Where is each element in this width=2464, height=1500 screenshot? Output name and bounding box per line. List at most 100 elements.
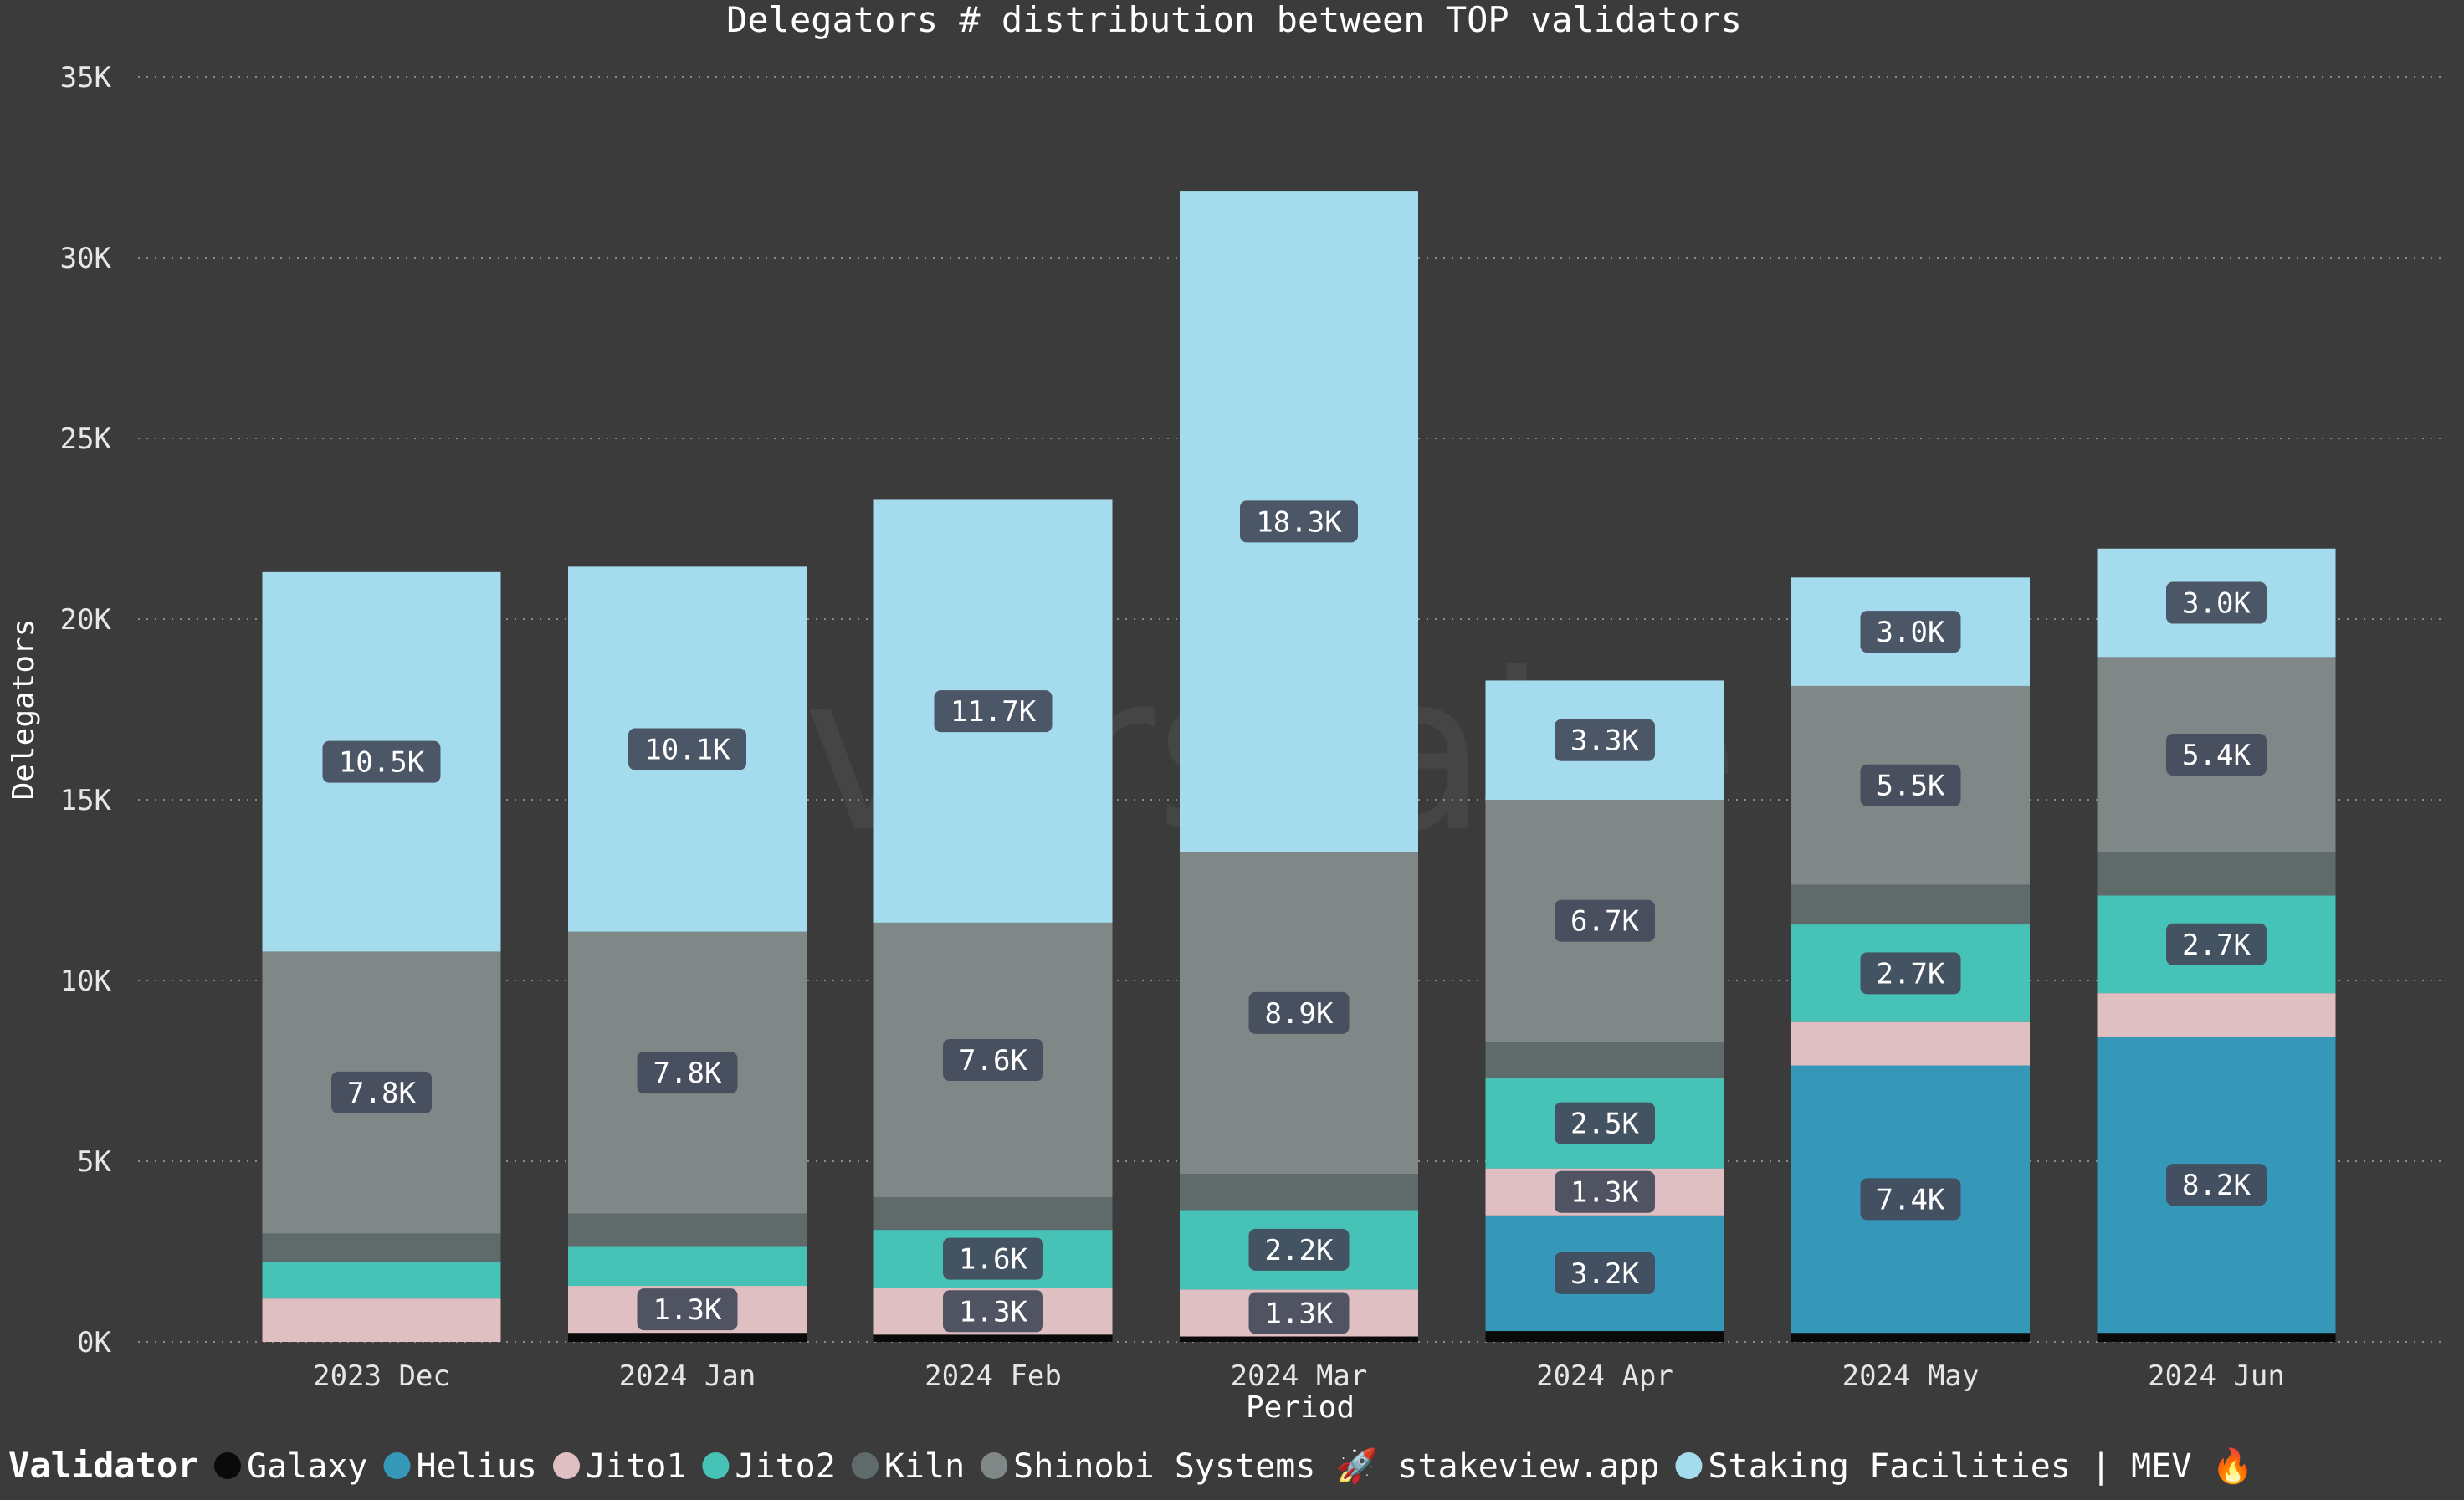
data-label-box: [637, 1052, 738, 1094]
legend-item: Jito2: [735, 1447, 835, 1486]
y-axis-title: Delegators: [7, 619, 41, 801]
legend-item: Kiln: [884, 1447, 965, 1486]
data-label-box: [1240, 500, 1358, 543]
data-label: 1.3K: [1570, 1176, 1639, 1210]
bar-segment: [1180, 1174, 1418, 1211]
data-label: 6.7K: [1570, 905, 1639, 939]
bar-segment: [262, 1298, 501, 1342]
data-label: 3.0K: [1877, 616, 1945, 649]
data-label: 7.4K: [1877, 1183, 1945, 1216]
x-tick-label: 2024 Feb: [925, 1359, 1062, 1393]
bar-segment: [2097, 993, 2336, 1037]
legend-swatch: [214, 1452, 241, 1479]
data-label: 1.3K: [653, 1293, 722, 1327]
legend-item: Jito1: [586, 1447, 686, 1486]
legend-item: Helius: [417, 1447, 538, 1486]
legend-item: Galaxy: [247, 1447, 368, 1486]
data-label-box: [2166, 581, 2267, 624]
x-tick-label: 2024 Apr: [1536, 1359, 1673, 1393]
bars: [262, 191, 2336, 1342]
legend-swatch: [383, 1452, 411, 1479]
data-label-box: [637, 1288, 738, 1331]
data-label-box: [943, 1039, 1043, 1082]
data-label-box: [1860, 611, 1961, 653]
data-label-box: [1860, 1178, 1961, 1221]
legend-swatch: [851, 1452, 879, 1479]
bar-segment: [1791, 884, 2030, 925]
x-tick-label: 2023 Dec: [313, 1359, 450, 1393]
data-label: 3.3K: [1570, 724, 1639, 758]
data-label: 18.3K: [1256, 505, 1342, 539]
bar-segment: [1485, 1042, 1724, 1078]
data-label-box: [1555, 899, 1655, 942]
data-label-box: [943, 1290, 1043, 1333]
data-label: 8.9K: [1265, 997, 1334, 1031]
bar-segment: [568, 1213, 807, 1247]
y-tick-label: 10K: [60, 965, 112, 998]
chart-title: Delegators # distribution between TOP va…: [726, 0, 1742, 40]
data-label-box: [1860, 952, 1961, 995]
data-label-box: [943, 1237, 1043, 1280]
bar-segment: [1180, 1336, 1418, 1342]
legend-swatch: [553, 1452, 580, 1479]
bar-segment: [262, 1233, 501, 1262]
data-label: 3.2K: [1570, 1257, 1639, 1291]
legend-item: Staking Facilities | MEV 🔥: [1708, 1446, 2253, 1486]
bar-segment: [873, 1197, 1113, 1231]
legend-swatch: [981, 1452, 1008, 1479]
data-label-box: [1248, 1228, 1350, 1271]
legend: Validator Galaxy Helius Jito1 Jito2 Kiln Shino…: [8, 1445, 2253, 1486]
data-label-box: [1860, 764, 1961, 806]
y-tick-label: 15K: [60, 784, 112, 817]
data-label-box: [1555, 1170, 1655, 1213]
data-label-box: [322, 740, 441, 783]
bar-segment: [2097, 1333, 2336, 1342]
data-label: 2.7K: [2182, 929, 2251, 962]
y-tick-label: 5K: [77, 1145, 111, 1179]
data-label-box: [934, 690, 1053, 733]
data-label-box: [1555, 1102, 1655, 1144]
y-tick-label: 25K: [60, 422, 112, 456]
bar-segment: [1485, 1331, 1724, 1342]
data-label: 10.1K: [644, 734, 730, 767]
legend-swatch: [1675, 1452, 1703, 1479]
data-label: 8.2K: [2182, 1169, 2251, 1202]
y-tick-label: 35K: [60, 61, 112, 95]
x-tick-label: 2024 May: [1842, 1359, 1980, 1393]
data-label-box: [1555, 1252, 1655, 1294]
data-labels: 7.8K 10.5K 1.3K 7.8K 10.1K 1.3K 1.6K 7.6K 11.7K 1…: [322, 500, 2267, 1334]
data-label-box: [331, 1071, 432, 1113]
data-label: 7.6K: [959, 1044, 1027, 1078]
data-label-box: [1248, 1292, 1350, 1334]
bar-segment: [568, 1246, 807, 1287]
data-label-box: [2166, 923, 2267, 965]
data-label: 5.5K: [1877, 770, 1945, 803]
data-label: 2.2K: [1265, 1234, 1334, 1267]
y-tick-label: 20K: [60, 603, 112, 637]
data-label-box: [1248, 991, 1350, 1034]
bar-segment: [1791, 1021, 2030, 1066]
bar-segment: [2097, 852, 2336, 896]
data-label: 1.6K: [959, 1243, 1027, 1277]
bar-segment: [1791, 1333, 2030, 1342]
y-tick-label: 0K: [77, 1326, 111, 1359]
y-tick-label: 30K: [60, 242, 112, 275]
data-label: 3.0K: [2182, 587, 2251, 621]
x-axis: 2023 Dec 2024 Jan 2024 Feb 2024 Mar 2024 Apr…: [313, 1359, 2285, 1393]
bar-segment: [568, 1333, 807, 1342]
data-label: 7.8K: [347, 1077, 416, 1110]
data-label-box: [2166, 1164, 2267, 1206]
data-label: 5.4K: [2182, 739, 2251, 772]
bar-segment: [262, 1262, 501, 1299]
x-axis-title: Period: [1246, 1390, 1355, 1425]
x-tick-label: 2024 Mar: [1231, 1359, 1368, 1393]
x-tick-label: 2024 Jan: [619, 1359, 756, 1393]
data-label: 1.3K: [959, 1295, 1027, 1328]
data-label: 2.5K: [1570, 1108, 1639, 1141]
data-label: 11.7K: [950, 695, 1037, 729]
data-label: 1.3K: [1265, 1297, 1334, 1330]
data-label-box: [628, 728, 746, 770]
legend-swatch: [702, 1452, 730, 1479]
data-label-box: [1555, 719, 1655, 761]
